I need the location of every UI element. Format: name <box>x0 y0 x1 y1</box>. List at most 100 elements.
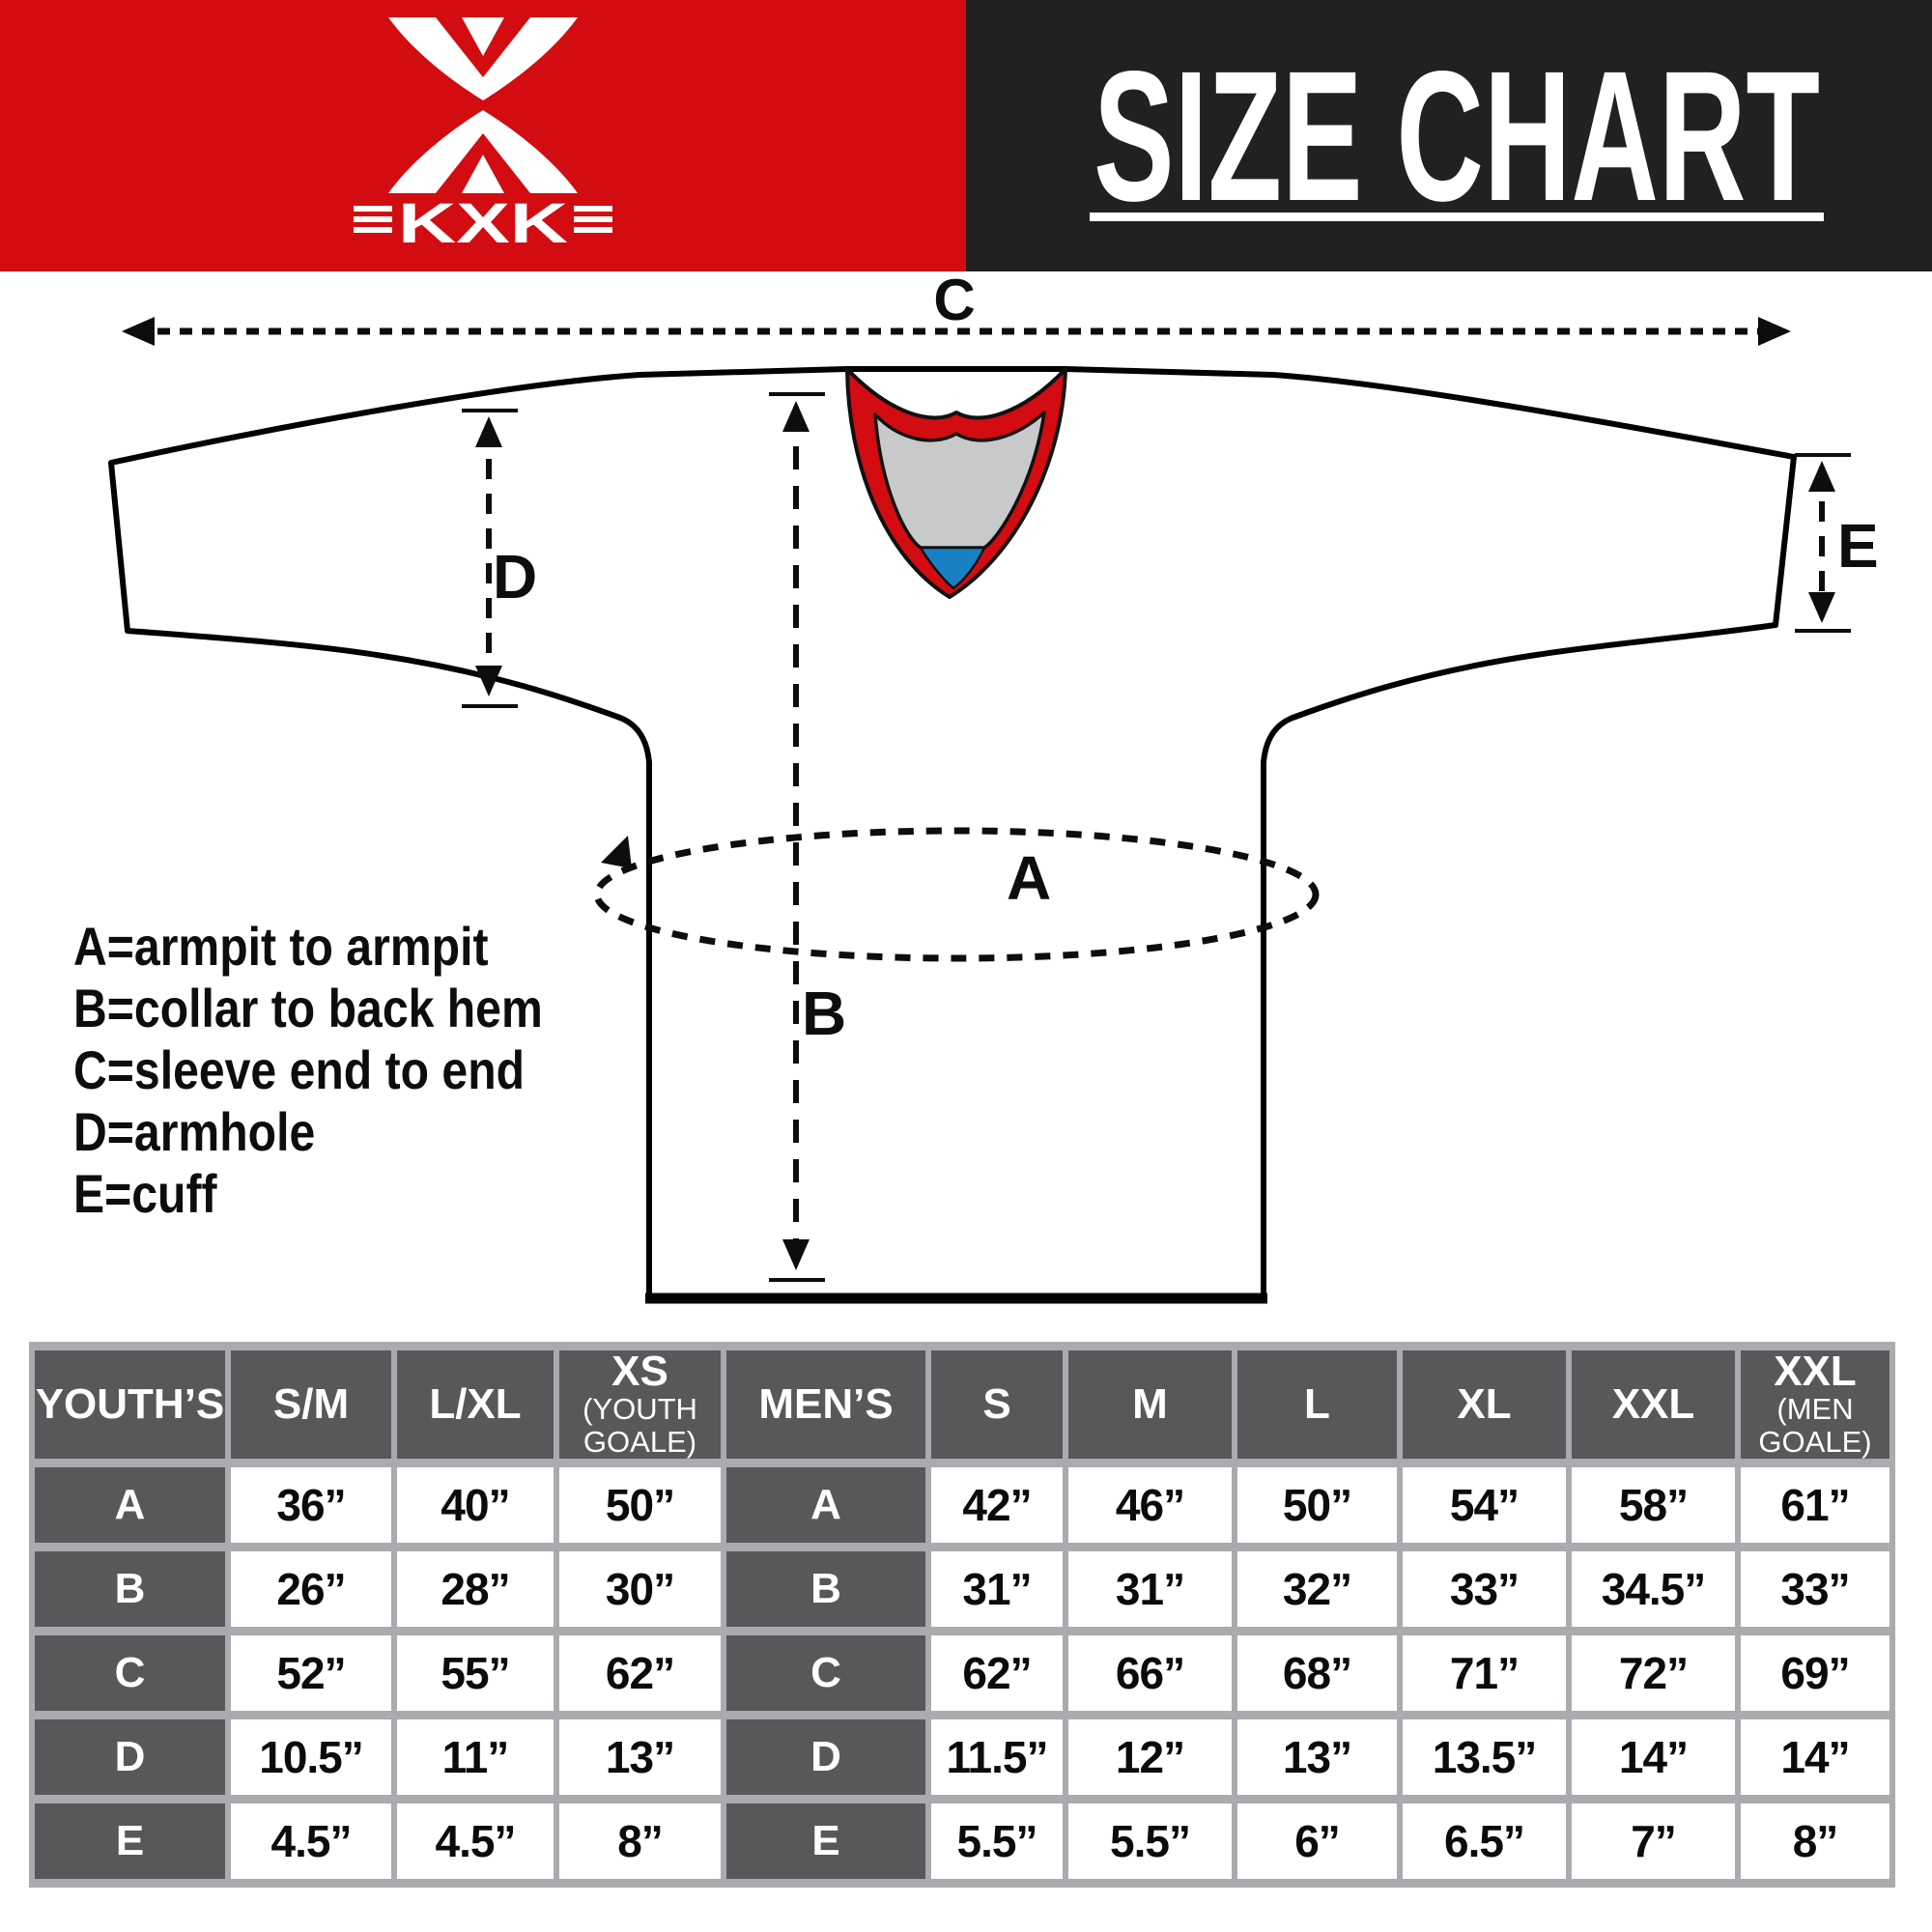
row-label-a-youth: A <box>29 1459 231 1551</box>
col-header-xxl2-sub2: GOALE) <box>1758 1425 1872 1459</box>
logo-bars-left-icon <box>354 206 392 233</box>
table-row-c: C 52” 55” 62” C 62” 66” 68” 71” 72” 69” <box>29 1627 1895 1719</box>
brand-wordmark: KXK <box>398 192 568 255</box>
measure-a-label: A <box>1007 843 1051 913</box>
row-label-e-men: E <box>721 1795 931 1888</box>
table-row-a: A 36” 40” 50” A 42” 46” 50” 54” 58” 61” <box>29 1459 1895 1551</box>
col-header-s: S <box>925 1342 1068 1467</box>
cell-c-s: 62” <box>925 1627 1068 1719</box>
cell-c-sm: 52” <box>225 1627 397 1719</box>
legend-line-b: B=collar to back hem <box>73 978 543 1038</box>
measure-d-label: D <box>493 542 537 611</box>
col-header-xs-sub1: (YOUTH <box>582 1392 697 1426</box>
measurement-legend: A=armpit to armpit B=collar to back hem … <box>73 916 543 1225</box>
legend-line-e: E=cuff <box>73 1163 217 1224</box>
cell-c-l: 68” <box>1232 1627 1403 1719</box>
cell-b-xxl: 34.5” <box>1566 1543 1741 1635</box>
cell-d-lxl: 11” <box>391 1711 559 1804</box>
cell-b-sm: 26” <box>225 1543 397 1635</box>
cell-c-xxl2: 69” <box>1735 1627 1895 1719</box>
cell-e-l: 6” <box>1232 1795 1403 1888</box>
col-header-xxl2-sub1: (MEN <box>1776 1392 1854 1426</box>
legend-line-a: A=armpit to armpit <box>73 916 489 977</box>
measure-c-arrow <box>122 317 1791 346</box>
cell-e-m: 5.5” <box>1063 1795 1237 1888</box>
measure-c-label: C <box>933 271 975 332</box>
row-label-d-men: D <box>721 1711 931 1804</box>
table-row-d: D 10.5” 11” 13” D 11.5” 12” 13” 13.5” 14… <box>29 1711 1895 1804</box>
table-row-e: E 4.5” 4.5” 8” E 5.5” 5.5” 6” 6.5” 7” 8” <box>29 1795 1895 1888</box>
brand-panel: KXK <box>0 0 966 271</box>
jersey-collar <box>845 367 1067 599</box>
row-label-d-youth: D <box>29 1711 231 1804</box>
cell-c-lxl: 55” <box>391 1627 559 1719</box>
cell-b-s: 31” <box>925 1543 1068 1635</box>
cell-a-xl: 54” <box>1397 1459 1572 1551</box>
row-label-c-men: C <box>721 1627 931 1719</box>
row-label-b-men: B <box>721 1543 931 1635</box>
col-header-xs-sub2: GOALE) <box>582 1425 697 1459</box>
brand-logo: KXK <box>354 17 612 255</box>
col-header-xl: XL <box>1397 1342 1572 1467</box>
cell-a-l: 50” <box>1232 1459 1403 1551</box>
measure-b-label: B <box>802 979 846 1048</box>
cell-a-m: 46” <box>1063 1459 1237 1551</box>
cell-b-l: 32” <box>1232 1543 1403 1635</box>
measure-d-arrow <box>462 409 518 708</box>
col-header-l: L <box>1232 1342 1403 1467</box>
col-header-xs-youth-goalie: XS (YOUTH GOALE) <box>554 1342 726 1467</box>
col-header-mens: MEN’S <box>721 1342 931 1467</box>
row-label-c-youth: C <box>29 1627 231 1719</box>
col-header-lxl: L/XL <box>391 1342 559 1467</box>
cell-a-xs: 50” <box>554 1459 726 1551</box>
jersey-diagram: C D B A <box>108 271 1879 1304</box>
col-header-sm: S/M <box>225 1342 397 1467</box>
table-header-row: YOUTH’S S/M L/XL XS (YOUTH GOALE) MEN’S … <box>29 1342 1895 1467</box>
cell-e-xxl: 7” <box>1566 1795 1741 1888</box>
col-header-m: M <box>1063 1342 1237 1467</box>
cell-a-sm: 36” <box>225 1459 397 1551</box>
col-header-xxl2-main: XXL <box>1774 1348 1857 1395</box>
measure-e-arrow <box>1795 453 1851 633</box>
row-label-a-men: A <box>721 1459 931 1551</box>
cell-c-xs: 62” <box>554 1627 726 1719</box>
measure-a-ellipse <box>593 827 1320 962</box>
row-label-e-youth: E <box>29 1795 231 1888</box>
size-table: YOUTH’S S/M L/XL XS (YOUTH GOALE) MEN’S … <box>29 1342 1895 1888</box>
col-header-xs-main: XS <box>611 1348 668 1395</box>
legend-line-c: C=sleeve end to end <box>73 1039 526 1100</box>
col-header-xxl-men-goalie: XXL (MEN GOALE) <box>1735 1342 1895 1467</box>
brand-x-icon <box>388 17 578 193</box>
cell-d-xs: 13” <box>554 1711 726 1804</box>
col-header-youths: YOUTH’S <box>29 1342 231 1467</box>
logo-bars-right-icon <box>574 206 612 233</box>
cell-c-m: 66” <box>1063 1627 1237 1719</box>
cell-d-l: 13” <box>1232 1711 1403 1804</box>
cell-d-xxl2: 14” <box>1735 1711 1895 1804</box>
cell-e-xs: 8” <box>554 1795 726 1888</box>
cell-d-sm: 10.5” <box>225 1711 397 1804</box>
page-title: SIZE CHART <box>1094 32 1820 240</box>
cell-a-xxl2: 61” <box>1735 1459 1895 1551</box>
cell-e-s: 5.5” <box>925 1795 1068 1888</box>
size-table-container: YOUTH’S S/M L/XL XS (YOUTH GOALE) MEN’S … <box>29 1342 1895 1888</box>
cell-b-xs: 30” <box>554 1543 726 1635</box>
cell-b-xl: 33” <box>1397 1543 1572 1635</box>
cell-a-s: 42” <box>925 1459 1068 1551</box>
cell-d-m: 12” <box>1063 1711 1237 1804</box>
jersey-outline <box>108 366 1797 1300</box>
table-row-b: B 26” 28” 30” B 31” 31” 32” 33” 34.5” 33… <box>29 1543 1895 1635</box>
measure-e-label: E <box>1837 511 1879 581</box>
cell-e-xl: 6.5” <box>1397 1795 1572 1888</box>
col-header-xxl: XXL <box>1566 1342 1741 1467</box>
legend-line-d: D=armhole <box>73 1101 316 1162</box>
title-panel: SIZE CHART <box>966 0 1932 271</box>
cell-e-lxl: 4.5” <box>391 1795 559 1888</box>
header-banner: KXK SIZE CHART <box>0 0 1932 271</box>
cell-b-xxl2: 33” <box>1735 1543 1895 1635</box>
cell-a-lxl: 40” <box>391 1459 559 1551</box>
cell-e-sm: 4.5” <box>225 1795 397 1888</box>
cell-a-xxl: 58” <box>1566 1459 1741 1551</box>
cell-c-xl: 71” <box>1397 1627 1572 1719</box>
